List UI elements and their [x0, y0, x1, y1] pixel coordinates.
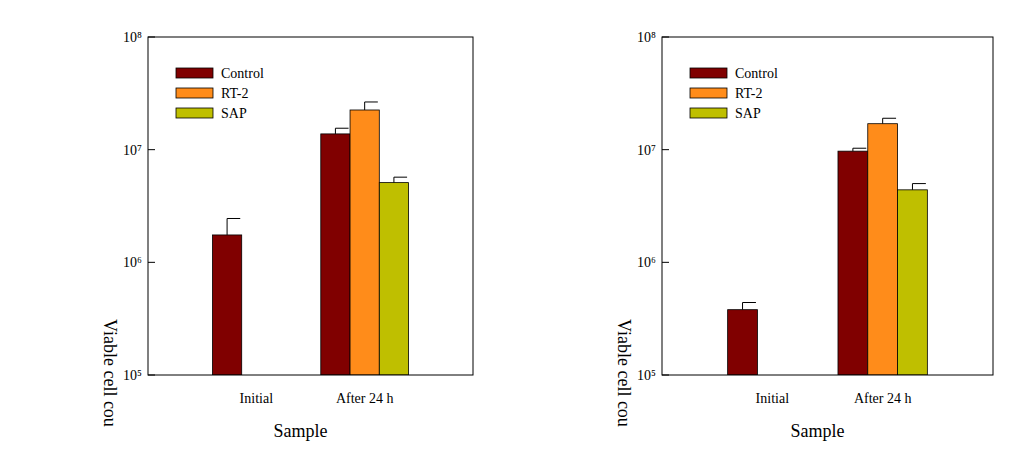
- x-tick-label: Initial: [756, 391, 790, 406]
- legend-label: RT-2: [735, 86, 762, 101]
- bar: [321, 134, 350, 375]
- legend-label: SAP: [221, 106, 247, 121]
- bar: [212, 235, 241, 375]
- y-tick-label: 10⁶: [637, 255, 656, 270]
- error-bar: [883, 118, 896, 123]
- legend-swatch: [176, 108, 213, 118]
- chart: 10⁵ 10⁶ 10⁷ 10⁸ Initial After 24 h Sample Viabl…: [100, 30, 473, 441]
- y-tick: [662, 149, 669, 150]
- bar: [728, 310, 758, 375]
- plot-area: [212, 102, 408, 375]
- error-bar: [743, 303, 756, 310]
- x-tick-label: After 24 h: [854, 391, 912, 406]
- bar: [898, 190, 928, 375]
- plot-frame: [148, 37, 473, 375]
- y-tick: [662, 37, 669, 38]
- bar: [379, 183, 408, 375]
- y-tick: [148, 375, 155, 376]
- legend: Control RT-2 SAP: [690, 66, 778, 121]
- y-tick: [148, 262, 155, 263]
- legend-swatch: [176, 68, 213, 78]
- bar: [350, 110, 379, 375]
- legend-swatch: [690, 108, 727, 118]
- bar: [838, 151, 868, 375]
- legend-swatch: [176, 88, 213, 98]
- x-tick-label: After 24 h: [336, 391, 394, 406]
- plot-area: [728, 118, 928, 375]
- y-tick-label: 10⁵: [123, 368, 142, 383]
- legend-label: SAP: [735, 106, 761, 121]
- x-tick-label: Initial: [240, 391, 274, 406]
- legend-label: RT-2: [221, 86, 248, 101]
- y-tick-label: 10⁶: [123, 255, 142, 270]
- error-bar: [912, 184, 925, 190]
- error-bar: [227, 218, 240, 234]
- error-bar: [365, 102, 378, 110]
- legend-label: Control: [735, 66, 778, 81]
- error-bar: [853, 148, 866, 151]
- y-tick-label: 10⁷: [637, 143, 656, 158]
- y-axis-label: Viable cell cou: [100, 319, 120, 427]
- y-tick-label: 10⁵: [637, 368, 656, 383]
- error-bar: [394, 177, 407, 182]
- y-tick: [148, 37, 155, 38]
- legend-swatch: [690, 68, 727, 78]
- x-axis-label: Sample: [791, 421, 845, 441]
- legend-label: Control: [221, 66, 264, 81]
- plot-frame: [662, 37, 993, 375]
- error-bar: [335, 128, 348, 134]
- x-axis-label: Sample: [274, 421, 328, 441]
- legend-swatch: [690, 88, 727, 98]
- y-tick-label: 10⁸: [123, 30, 142, 45]
- y-tick-label: 10⁷: [123, 143, 142, 158]
- y-tick-label: 10⁸: [637, 30, 656, 45]
- y-tick: [148, 149, 155, 150]
- figure: 10⁵ 10⁶ 10⁷ 10⁸ Initial After 24 h Sample Viabl…: [0, 0, 1034, 453]
- legend: Control RT-2 SAP: [176, 66, 264, 121]
- y-axis-label: Viable cell cou: [614, 319, 634, 427]
- y-tick: [662, 262, 669, 263]
- bar: [868, 124, 898, 375]
- chart: 10⁵ 10⁶ 10⁷ 10⁸ Initial After 24 h Sample Viabl…: [614, 30, 993, 441]
- y-tick: [662, 375, 669, 376]
